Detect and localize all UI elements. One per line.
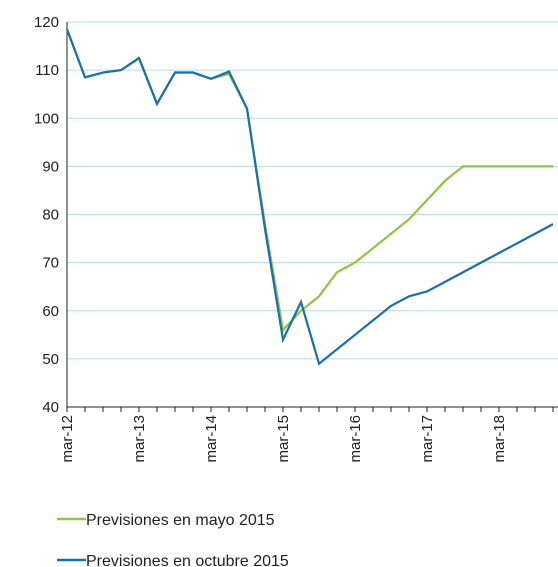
y-tick-label: 100 — [34, 110, 59, 127]
x-tick-label: mar-12 — [59, 415, 76, 463]
y-tick-label: 90 — [42, 158, 59, 175]
y-tick-label: 40 — [42, 399, 59, 416]
y-tick-label: 110 — [35, 62, 59, 79]
y-tick-label: 80 — [42, 207, 59, 224]
x-tick-label: mar-15 — [275, 415, 292, 463]
series-line — [65, 28, 554, 366]
x-tick-label: mar-16 — [347, 415, 364, 463]
x-tick-label: mar-17 — [419, 415, 436, 463]
legend-label: Previsiones en mayo 2015 — [86, 512, 275, 529]
x-tick-label: mar-13 — [131, 415, 148, 463]
series-line — [65, 28, 553, 333]
x-tick-label: mar-18 — [491, 415, 508, 463]
y-tick-label: 50 — [42, 351, 59, 368]
y-tick-label: 60 — [42, 303, 59, 320]
legend-label: Previsiones en octubre 2015 — [86, 553, 289, 567]
y-tick-label: 120 — [34, 14, 59, 31]
y-tick-label: 70 — [42, 255, 59, 272]
x-tick-label: mar-14 — [203, 415, 220, 463]
